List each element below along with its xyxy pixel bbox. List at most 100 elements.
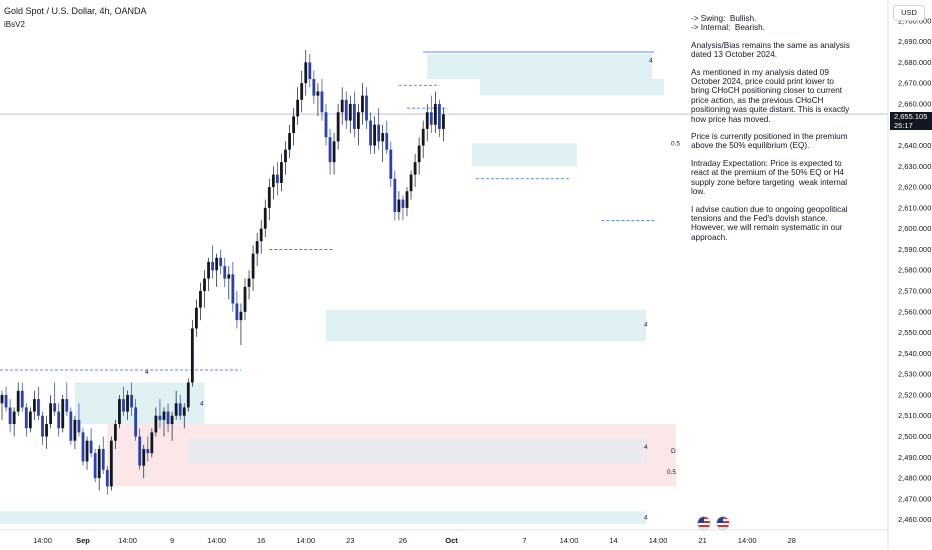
time-tick-label: Oct: [445, 536, 458, 545]
zone-tag: 0.5: [671, 140, 680, 147]
time-tick-label: 21: [698, 536, 706, 545]
candle-body: [37, 399, 40, 416]
price-axis[interactable]: 2,460.000 2,470.000 2,480.000 2,490.000 2,50…: [887, 0, 931, 550]
candle-body: [336, 112, 340, 142]
candle-body: [389, 149, 393, 179]
note-paragraph: Analysis/Bias remains the same as analys…: [691, 40, 853, 60]
candle-body: [118, 399, 121, 425]
price-tick-label: 2,500.000: [898, 432, 931, 441]
zone-tag: 4: [200, 400, 204, 407]
time-tick-label: Sep: [76, 536, 90, 545]
us-flag-icon[interactable]: [697, 516, 711, 530]
candle-body: [182, 407, 186, 416]
candle-body: [142, 449, 146, 466]
candle-body: [369, 120, 372, 146]
time-tick-label: 28: [788, 536, 796, 545]
candle-body: [24, 407, 28, 429]
candle-body: [296, 99, 300, 117]
candle-body: [122, 399, 125, 412]
zones-layer: [0, 54, 677, 524]
candle-body: [377, 124, 381, 142]
candle-body: [73, 419, 77, 441]
equilibrium-band: [188, 438, 647, 464]
candle-body: [89, 440, 93, 454]
price-tick-label: 2,570.000: [898, 287, 931, 296]
candle-body: [4, 394, 8, 408]
candle-body: [417, 145, 421, 163]
candle-body: [174, 403, 178, 416]
price-tick-label: 2,470.000: [898, 494, 931, 503]
candle-body: [276, 174, 279, 183]
candle-body: [259, 228, 263, 242]
price-tick-label: 2,640.000: [898, 141, 931, 150]
candle-body: [332, 141, 336, 163]
candle-body: [231, 274, 235, 304]
time-tick-label: 14:00: [118, 536, 137, 545]
price-tick-label: 2,660.000: [898, 99, 931, 108]
candle-body: [316, 91, 320, 96]
candle-body: [16, 390, 20, 412]
candle-body: [134, 407, 138, 437]
candle-body: [178, 403, 182, 416]
candle-body: [12, 411, 16, 425]
price-tick-label: 2,670.000: [898, 79, 931, 88]
zone-tag: 0.5: [667, 469, 676, 476]
us-flag-icon[interactable]: [716, 516, 730, 530]
candle-body: [0, 394, 4, 404]
supply-zone: [0, 511, 646, 524]
time-tick-label: 16: [257, 536, 265, 545]
price-tick-label: 2,600.000: [898, 224, 931, 233]
candle-body: [150, 432, 154, 454]
candle-body: [421, 128, 425, 146]
candle-body: [170, 415, 174, 425]
current-price-value: 2,655.105: [894, 112, 928, 121]
candle-body: [28, 411, 32, 429]
candle-body: [284, 149, 287, 163]
candle-body: [405, 191, 409, 208]
zone-tag: 4: [649, 57, 653, 64]
candle-body: [300, 83, 304, 100]
candle-body: [263, 207, 267, 229]
note-paragraph: -> Swing: Bullish. -> Internal: Bearish.: [691, 14, 765, 33]
zone-tag: D: [671, 448, 676, 455]
candle-body: [227, 274, 231, 279]
candle-body: [235, 303, 239, 321]
candle-body: [381, 133, 385, 142]
time-tick-label: 9: [170, 536, 174, 545]
currency-button[interactable]: USD: [893, 5, 925, 21]
candle-body: [361, 95, 364, 113]
time-tick-label: 14: [609, 536, 617, 545]
note-paragraph: Price is currently positioned in the pre…: [691, 132, 850, 151]
time-tick-label: 14:00: [649, 536, 668, 545]
candle-body: [105, 469, 109, 487]
candle-body: [365, 95, 368, 121]
zone-tag: 4: [644, 321, 648, 328]
candle-body: [146, 449, 150, 454]
time-tick-label: 14:00: [738, 536, 757, 545]
price-tick-label: 2,630.000: [898, 162, 931, 171]
candle-body: [93, 453, 97, 479]
candle-body: [429, 112, 433, 125]
candle-body: [203, 278, 206, 292]
candle-body: [69, 411, 73, 441]
candle-body: [442, 114, 445, 129]
price-tick-label: 2,530.000: [898, 370, 931, 379]
candle-body: [195, 307, 198, 329]
zone-tag: 4: [644, 515, 648, 522]
candle-body: [385, 133, 389, 150]
time-tick-label: 7: [522, 536, 526, 545]
candle-body: [162, 411, 166, 420]
candle-body: [271, 174, 275, 188]
candle-body: [101, 449, 105, 470]
time-axis[interactable]: 14:00 Sep 14:00 9 14:00 16 14:00 23 26 Oct 7 14:00 1…: [0, 529, 888, 545]
indicator-label[interactable]: iBsV2: [4, 20, 25, 29]
candle-body: [154, 415, 158, 433]
price-tick-label: 2,460.000: [898, 515, 931, 524]
candle-body: [158, 415, 162, 420]
candle-body: [223, 266, 227, 279]
price-tick-label: 2,610.000: [898, 203, 931, 212]
note-paragraph: Intraday Expectation: Price is expected …: [691, 158, 850, 197]
lines-layer: [0, 51, 888, 371]
candle-body: [328, 137, 332, 163]
